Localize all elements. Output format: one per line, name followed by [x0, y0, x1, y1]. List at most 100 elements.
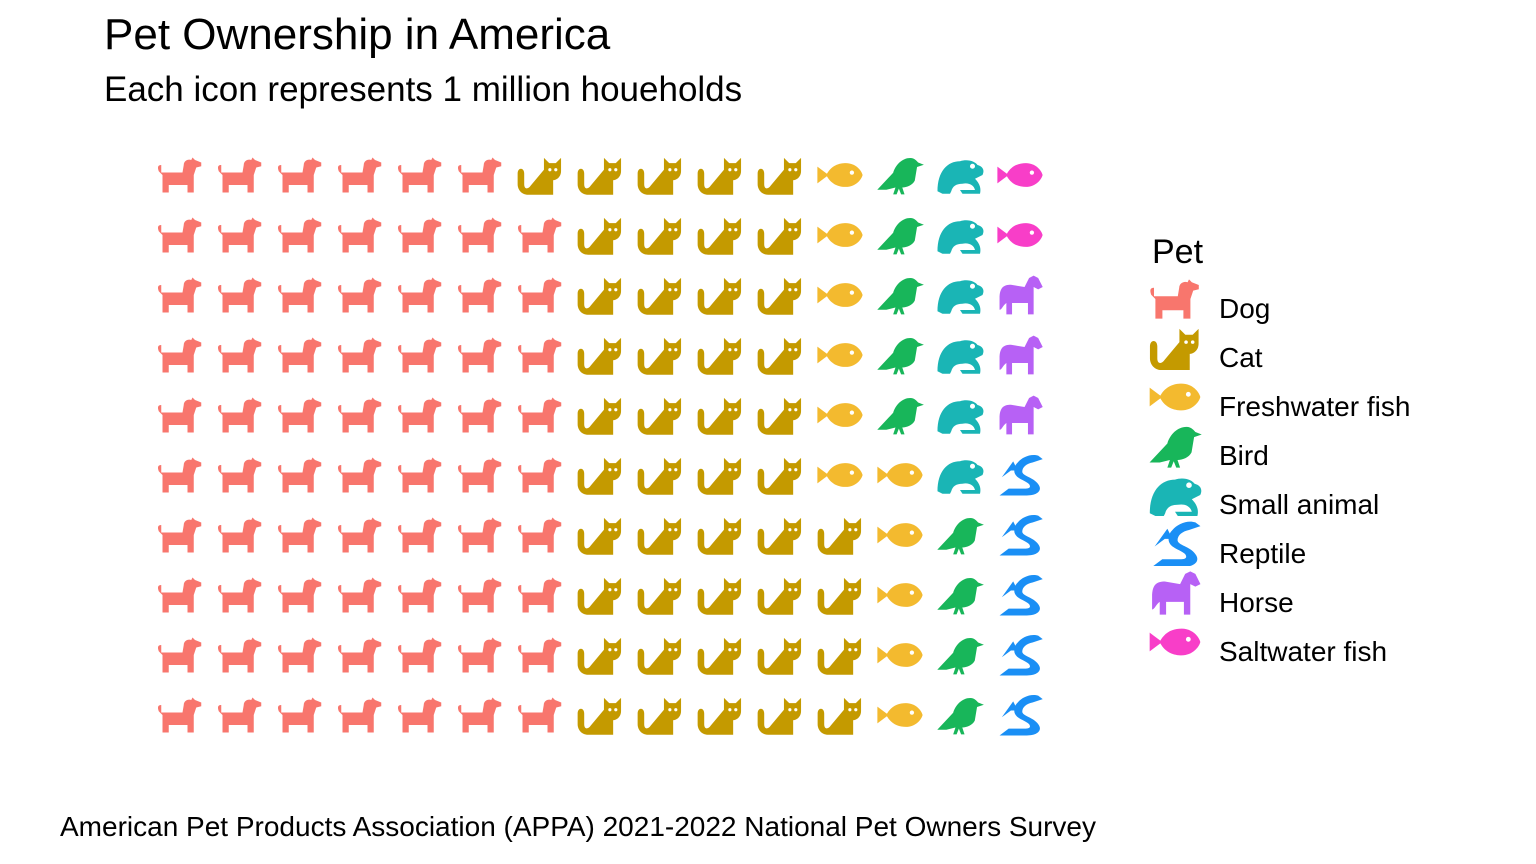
dog-icon	[458, 157, 502, 193]
legend-item: Dog	[1142, 272, 1270, 324]
dog-icon	[338, 397, 382, 433]
dog-icon	[458, 697, 502, 733]
fish-icon	[817, 223, 863, 247]
dog-icon	[158, 217, 202, 253]
dog-icon	[458, 637, 502, 673]
dog-icon	[278, 157, 322, 193]
legend-title: Pet	[1152, 233, 1204, 271]
dog-icon	[518, 637, 562, 673]
dog-icon	[338, 577, 382, 613]
dog-icon	[458, 217, 502, 253]
legend-cat-icon	[1149, 328, 1199, 370]
cat-icon	[517, 157, 562, 195]
dog-icon	[158, 637, 202, 673]
dog-icon	[278, 217, 322, 253]
cat-icon	[577, 217, 622, 255]
bird-icon	[877, 217, 924, 255]
dog-icon	[398, 577, 442, 613]
cat-icon	[637, 577, 682, 615]
dog-icon	[518, 457, 562, 493]
cat-icon	[697, 697, 742, 735]
fish-icon	[877, 703, 923, 727]
dog-icon	[158, 517, 202, 553]
dog-icon	[218, 697, 262, 733]
cat-icon	[817, 697, 862, 735]
dog-icon	[158, 157, 202, 193]
fish-icon	[817, 163, 863, 187]
legend-item: Saltwater fish	[1142, 615, 1387, 667]
dog-icon	[278, 397, 322, 433]
cat-icon	[697, 517, 742, 555]
legend-label: Cat	[1219, 342, 1263, 373]
dog-icon	[338, 457, 382, 493]
cat-icon	[757, 637, 802, 675]
dog-icon	[218, 457, 262, 493]
dog-icon	[278, 697, 322, 733]
bird-icon	[877, 397, 924, 435]
legend-label: Saltwater fish	[1219, 636, 1388, 667]
legend-label: Freshwater fish	[1219, 391, 1411, 422]
dog-icon	[398, 457, 442, 493]
dog-icon	[218, 337, 262, 373]
chart-title: Pet Ownership in America	[104, 10, 611, 59]
cat-icon	[817, 517, 862, 555]
waffle-cells	[158, 157, 1043, 736]
frog-icon	[937, 160, 984, 194]
legend-item: Reptile	[1142, 517, 1306, 569]
dog-icon	[218, 517, 262, 553]
cat-icon	[637, 277, 682, 315]
legend-bird-icon	[1149, 426, 1202, 468]
dog-icon	[398, 697, 442, 733]
legend-item: Horse	[1142, 566, 1294, 618]
dog-icon	[338, 637, 382, 673]
legend-item: Small animal	[1142, 468, 1379, 520]
bird-icon	[877, 157, 924, 195]
horse-icon	[999, 395, 1043, 435]
bird-icon	[937, 517, 984, 555]
legend-item: Bird	[1142, 419, 1269, 471]
dog-icon	[338, 517, 382, 553]
cat-icon	[697, 577, 742, 615]
fish-icon	[877, 523, 923, 547]
dog-icon	[518, 517, 562, 553]
dog-icon	[218, 277, 262, 313]
horse-icon	[999, 335, 1043, 375]
legend-label: Small animal	[1219, 489, 1380, 520]
cat-icon	[757, 217, 802, 255]
chart-caption: American Pet Products Association (APPA)…	[60, 811, 1096, 842]
dog-icon	[398, 337, 442, 373]
cat-icon	[637, 337, 682, 375]
cat-icon	[577, 637, 622, 675]
legend-label: Dog	[1219, 293, 1271, 324]
dog-icon	[278, 637, 322, 673]
dog-icon	[158, 457, 202, 493]
cat-icon	[757, 577, 802, 615]
dog-icon	[458, 337, 502, 373]
dog-icon	[278, 457, 322, 493]
dragon-icon	[999, 634, 1043, 676]
cat-icon	[637, 217, 682, 255]
bird-icon	[937, 637, 984, 675]
cat-icon	[757, 697, 802, 735]
cat-icon	[577, 397, 622, 435]
cat-icon	[577, 157, 622, 195]
fish-icon	[877, 643, 923, 667]
cat-icon	[697, 277, 742, 315]
dog-icon	[278, 517, 322, 553]
dog-icon	[398, 517, 442, 553]
dog-icon	[518, 697, 562, 733]
dog-icon	[398, 637, 442, 673]
legend: Pet Dog Cat Freshwater fish Bird Small anima…	[1142, 232, 1410, 667]
cat-icon	[577, 577, 622, 615]
legend-label: Horse	[1219, 587, 1294, 618]
cat-icon	[757, 337, 802, 375]
legend-item: Freshwater fish	[1142, 370, 1410, 422]
cat-icon	[577, 457, 622, 495]
dog-icon	[398, 217, 442, 253]
cat-icon	[697, 157, 742, 195]
frog-icon	[937, 340, 984, 374]
dog-icon	[458, 577, 502, 613]
legend-fish-icon	[1149, 628, 1201, 656]
chart-subtitle: Each icon represents 1 million houeholds	[104, 70, 743, 109]
waffle-chart	[158, 157, 1043, 736]
